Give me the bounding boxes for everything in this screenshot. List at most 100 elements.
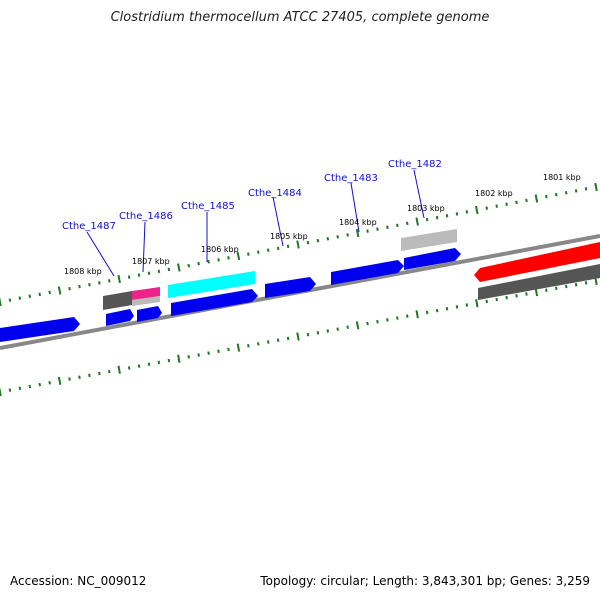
tick-mark (554, 192, 558, 197)
cds-feature[interactable] (171, 289, 258, 316)
tick-mark (346, 233, 349, 237)
tick-mark (584, 187, 588, 191)
tick-mark (355, 321, 360, 330)
kbp-label: 1802 kbp (475, 189, 513, 198)
gene-label-cthe-1484[interactable]: Cthe_1484 (248, 188, 302, 199)
tick-mark (28, 294, 32, 299)
tick-mark (534, 194, 539, 203)
tick-mark (425, 217, 429, 222)
tick-mark (485, 206, 489, 210)
gene-label-cthe-1487[interactable]: Cthe_1487 (62, 221, 116, 232)
tick-mark (157, 360, 161, 365)
tick-mark (355, 228, 360, 238)
tick-mark (28, 384, 32, 389)
tick-mark (376, 319, 379, 324)
tick-mark (57, 376, 62, 386)
tick-mark (564, 190, 568, 195)
gene-label-cthe-1482[interactable]: Cthe_1482 (388, 159, 442, 170)
cds-feature-cthe-1486[interactable] (132, 287, 160, 300)
tick-mark (187, 263, 191, 268)
tick-mark (475, 205, 479, 215)
tick-mark (137, 273, 141, 277)
tick-mark (445, 306, 449, 311)
tick-mark (236, 251, 241, 261)
tick-mark (386, 318, 389, 322)
cds-feature-cthe-1483[interactable] (331, 260, 404, 285)
cds-feature[interactable] (0, 317, 80, 342)
tick-mark (574, 282, 578, 287)
tick-mark (18, 386, 22, 391)
tick-mark (78, 375, 81, 379)
tick-mark (574, 189, 578, 193)
gene-label-cthe-1483[interactable]: Cthe_1483 (324, 173, 378, 184)
tick-mark (227, 347, 230, 352)
tick-mark (445, 213, 449, 218)
cds-feature-cthe-1485[interactable] (168, 271, 255, 298)
kbp-label: 1801 kbp (543, 173, 581, 182)
tick-mark (316, 331, 320, 335)
tick-mark (505, 295, 508, 300)
tick-mark (147, 271, 151, 276)
tick-mark (376, 227, 379, 231)
tick-mark (495, 204, 498, 208)
tick-mark (554, 286, 558, 291)
cds-feature[interactable] (132, 296, 160, 306)
tick-mark (227, 256, 230, 260)
kbp-label: 1806 kbp (201, 245, 239, 254)
cds-feature-cthe-1487[interactable] (103, 291, 132, 310)
tick-mark (326, 329, 330, 333)
tick-mark (117, 274, 121, 284)
tick-mark (256, 342, 260, 346)
tick-mark (88, 373, 91, 378)
tick-mark (396, 223, 399, 228)
tick-mark (247, 343, 250, 348)
tick-mark (525, 292, 528, 296)
tick-mark (296, 332, 300, 341)
tick-mark (68, 286, 71, 291)
tick-mark (435, 215, 439, 220)
accession-label: Accession: NC_009012 (10, 574, 147, 588)
tick-mark (38, 292, 42, 297)
tick-mark (286, 336, 290, 341)
tick-mark (256, 250, 260, 254)
tick-mark (266, 340, 270, 344)
tick-mark (515, 200, 518, 205)
tick-mark (38, 382, 42, 387)
tick-mark (475, 299, 479, 308)
tick-mark (8, 298, 12, 302)
tick-mark (197, 261, 200, 266)
tick-mark (584, 281, 588, 285)
tick-mark (286, 244, 290, 249)
gene-label-cthe-1485[interactable]: Cthe_1485 (181, 201, 235, 212)
tick-mark (326, 236, 330, 241)
tick-mark (117, 365, 121, 374)
gene-label-cthe-1486[interactable]: Cthe_1486 (119, 211, 173, 222)
tick-mark (207, 259, 210, 264)
tick-mark (594, 182, 598, 192)
tick-mark (88, 282, 91, 287)
cds-feature[interactable] (474, 242, 600, 282)
tick-mark (425, 310, 429, 315)
tick-mark (465, 303, 469, 307)
map-title: Clostridium thermocellum ATCC 27405, com… (110, 10, 490, 25)
cds-feature-cthe-1482[interactable] (401, 229, 457, 251)
tick-mark (177, 354, 181, 363)
tick-mark (435, 308, 439, 313)
tick-mark (396, 316, 399, 320)
cds-feature-cthe-1484[interactable] (265, 277, 316, 298)
tick-mark (266, 248, 270, 253)
tick-mark (127, 366, 131, 370)
cds-feature[interactable] (404, 248, 461, 270)
tick-mark (167, 267, 171, 272)
tick-mark (296, 240, 300, 249)
tick-mark (336, 235, 340, 239)
cds-feature[interactable] (137, 306, 162, 322)
genome-summary-label: Topology: circular; Length: 3,843,301 bp… (260, 574, 590, 588)
tick-mark (545, 194, 548, 199)
tick-mark (405, 314, 409, 318)
tick-mark (8, 388, 12, 392)
cds-feature[interactable] (478, 264, 600, 300)
cds-feature[interactable] (106, 309, 134, 326)
tick-mark (276, 338, 280, 342)
inner-tick-track (0, 276, 598, 397)
